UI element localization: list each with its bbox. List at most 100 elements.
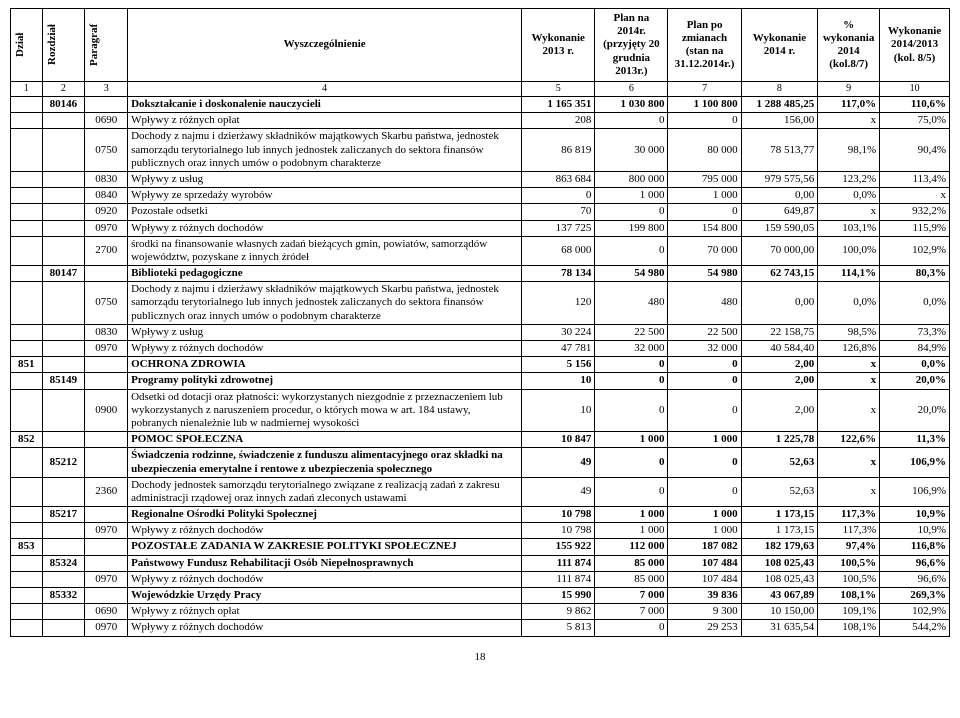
cell: 1 000 <box>668 432 741 448</box>
cell: 1 030 800 <box>595 97 668 113</box>
cell: 78 134 <box>522 266 595 282</box>
cell: 96,6% <box>880 571 950 587</box>
cell: 110,6% <box>880 97 950 113</box>
cell: 0750 <box>85 282 128 325</box>
cell: Odsetki od dotacji oraz płatności: wykor… <box>128 389 522 432</box>
table-header: Dział Rozdział Paragraf Wyszczególnienie… <box>11 9 950 97</box>
cell: 851 <box>11 357 43 373</box>
cell <box>42 324 85 340</box>
cell <box>11 282 43 325</box>
cell: Wpływy z różnych dochodów <box>128 620 522 636</box>
cell: 1 288 485,25 <box>741 97 818 113</box>
cell: 0 <box>595 477 668 506</box>
cell: 108,1% <box>818 620 880 636</box>
cell: 480 <box>595 282 668 325</box>
cell <box>85 448 128 477</box>
cell: Świadczenia rodzinne, świadczenie z fund… <box>128 448 522 477</box>
cell: 1 000 <box>668 188 741 204</box>
cell <box>42 282 85 325</box>
cell: 85212 <box>42 448 85 477</box>
cell: 852 <box>11 432 43 448</box>
cell: 96,6% <box>880 555 950 571</box>
cell: 9 300 <box>668 604 741 620</box>
cell: 199 800 <box>595 220 668 236</box>
cell: 1 100 800 <box>668 97 741 113</box>
cell <box>11 588 43 604</box>
cell <box>11 571 43 587</box>
col-wyk2013: Wykonanie 2013 r. <box>522 9 595 82</box>
cell: 102,9% <box>880 604 950 620</box>
table-row: 0970Wpływy z różnych dochodów137 725199 … <box>11 220 950 236</box>
cell: 80 000 <box>668 129 741 172</box>
cell: 0 <box>595 113 668 129</box>
cell: 80146 <box>42 97 85 113</box>
cell: 0,0% <box>880 357 950 373</box>
cell: 85 000 <box>595 571 668 587</box>
cell: 0,0% <box>818 282 880 325</box>
cell: 853 <box>11 539 43 555</box>
cell <box>11 188 43 204</box>
cell: 1 173,15 <box>741 523 818 539</box>
table-row: 0970Wpływy z różnych dochodów5 813029 25… <box>11 620 950 636</box>
cell: Wpływy z różnych opłat <box>128 113 522 129</box>
cell: Pozostałe odsetki <box>128 204 522 220</box>
cell: 22 500 <box>595 324 668 340</box>
cell: Wpływy z różnych opłat <box>128 604 522 620</box>
cell: 0 <box>668 448 741 477</box>
cell: Dokształcanie i doskonalenie nauczycieli <box>128 97 522 113</box>
cell: 0 <box>668 113 741 129</box>
cell: Wpływy z różnych dochodów <box>128 523 522 539</box>
column-number-row: 1 2 3 4 5 6 7 8 9 10 <box>11 82 950 97</box>
cell: 100,0% <box>818 236 880 265</box>
cell: 15 990 <box>522 588 595 604</box>
cell: 10,9% <box>880 507 950 523</box>
cell <box>42 129 85 172</box>
cell: 98,5% <box>818 324 880 340</box>
cell: 137 725 <box>522 220 595 236</box>
table-row: 2700środki na finansowanie własnych zada… <box>11 236 950 265</box>
cell: 100,5% <box>818 555 880 571</box>
cell: 795 000 <box>668 171 741 187</box>
cell: 0970 <box>85 620 128 636</box>
table-row: 852POMOC SPOŁECZNA10 8471 0001 0001 225,… <box>11 432 950 448</box>
cell: 10,9% <box>880 523 950 539</box>
col-pct: % wykonania 2014 (kol.8/7) <box>818 9 880 82</box>
table-row: 0690Wpływy z różnych opłat9 8627 0009 30… <box>11 604 950 620</box>
cell: 1 165 351 <box>522 97 595 113</box>
cell: 102,9% <box>880 236 950 265</box>
cell <box>11 507 43 523</box>
cell: Wpływy ze sprzedaży wyrobów <box>128 188 522 204</box>
cell: 80,3% <box>880 266 950 282</box>
cell: Dochody z najmu i dzierżawy składników m… <box>128 129 522 172</box>
cell: x <box>880 188 950 204</box>
col-wyk2014: Wykonanie 2014 r. <box>741 9 818 82</box>
cell <box>42 188 85 204</box>
cell: Biblioteki pedagogiczne <box>128 266 522 282</box>
cell: 480 <box>668 282 741 325</box>
cell: 120 <box>522 282 595 325</box>
cell: 0 <box>668 477 741 506</box>
col-wyk1413: Wykonanie 2014/2013 (kol. 8/5) <box>880 9 950 82</box>
cell: 9 862 <box>522 604 595 620</box>
cell: 2,00 <box>741 357 818 373</box>
cell <box>11 220 43 236</box>
cell: 39 836 <box>668 588 741 604</box>
cell: 0 <box>595 236 668 265</box>
cell: 97,4% <box>818 539 880 555</box>
cell <box>85 432 128 448</box>
cell: 1 000 <box>668 523 741 539</box>
cell: Wpływy z różnych dochodów <box>128 341 522 357</box>
budget-table: Dział Rozdział Paragraf Wyszczególnienie… <box>10 8 950 637</box>
cell: 32 000 <box>595 341 668 357</box>
cell: 0970 <box>85 523 128 539</box>
cell: Dochody jednostek samorządu terytorialne… <box>128 477 522 506</box>
cell: OCHRONA ZDROWIA <box>128 357 522 373</box>
cell <box>85 588 128 604</box>
cell: 73,3% <box>880 324 950 340</box>
cell: 0 <box>668 357 741 373</box>
cell: 10 150,00 <box>741 604 818 620</box>
cell: 49 <box>522 448 595 477</box>
cell: 117,3% <box>818 523 880 539</box>
cell: 20,0% <box>880 373 950 389</box>
cell: 112 000 <box>595 539 668 555</box>
